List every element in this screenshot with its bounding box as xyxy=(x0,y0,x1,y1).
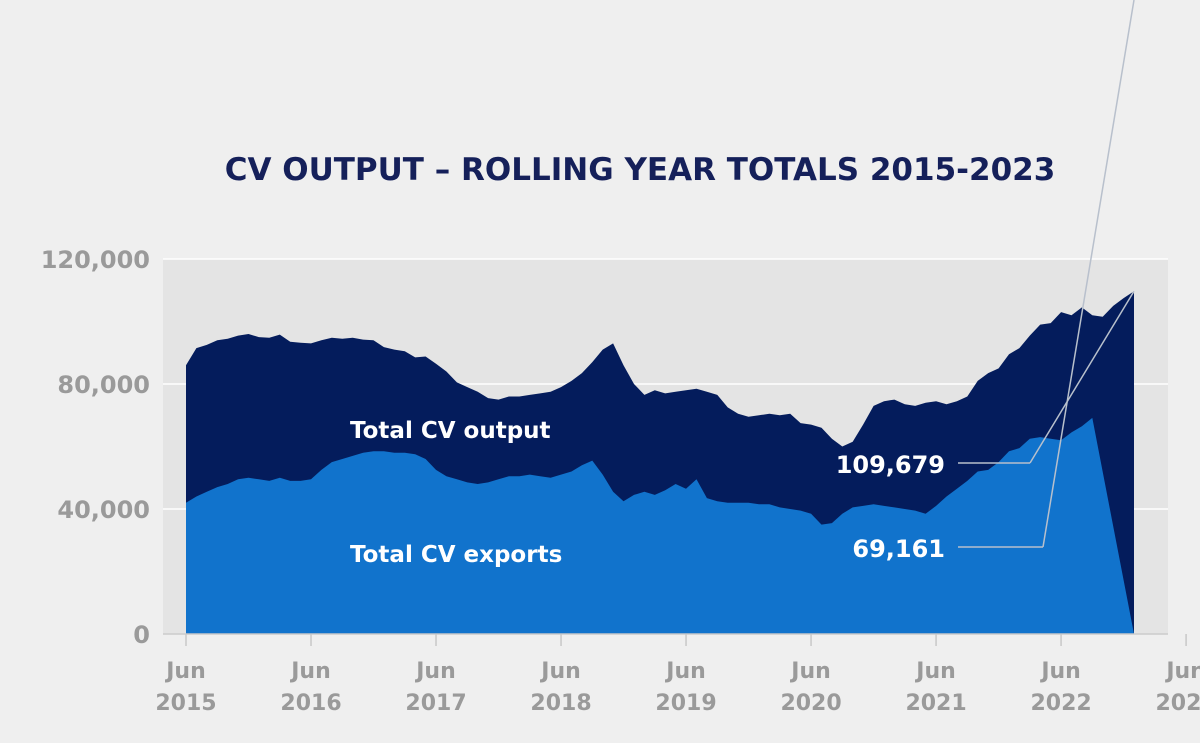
area-total-cv-exports xyxy=(186,417,1134,634)
annotation-output-value: 109,679 xyxy=(836,451,945,479)
x-tick-year-4: 2019 xyxy=(655,691,716,716)
x-tick-month-0: Jun xyxy=(164,659,206,684)
series-label-output: Total CV output xyxy=(350,418,551,444)
y-tick-label-0: 0 xyxy=(133,621,150,649)
y-tick-label-2: 80,000 xyxy=(57,371,150,399)
x-tick-year-7: 2022 xyxy=(1030,691,1091,716)
x-tick-month-1: Jun xyxy=(289,659,331,684)
series-labels: Total CV output Total CV exports xyxy=(350,418,562,568)
x-tick-month-6: Jun xyxy=(914,659,956,684)
x-tick-year-5: 2020 xyxy=(780,691,841,716)
chart-title: CV OUTPUT – ROLLING YEAR TOTALS 2015-202… xyxy=(225,152,1056,188)
x-tick-month-4: Jun xyxy=(664,659,706,684)
x-tick-year-1: 2016 xyxy=(280,691,341,716)
y-axis: 0 40,000 80,000 120,000 xyxy=(41,246,150,649)
x-tick-month-7: Jun xyxy=(1039,659,1081,684)
x-tick-month-5: Jun xyxy=(789,659,831,684)
y-tick-label-1: 40,000 xyxy=(57,496,150,524)
x-tick-month-8: Jun xyxy=(1164,659,1200,684)
x-tick-month-2: Jun xyxy=(414,659,456,684)
annotation-leader-exports-diag xyxy=(1042,0,1135,548)
x-tick-year-2: 2017 xyxy=(405,691,466,716)
x-tick-year-0: 2015 xyxy=(155,691,216,716)
series-label-exports: Total CV exports xyxy=(350,542,562,568)
x-tick-month-3: Jun xyxy=(539,659,581,684)
annotations: 109,679 69,161 xyxy=(836,0,1135,563)
x-tick-year-6: 2021 xyxy=(905,691,966,716)
x-axis: Jun 2015 Jun 2016 Jun 2017 Jun 2018 Jun 2019 Jun 20… xyxy=(155,633,1200,716)
annotation-leader-output-diag xyxy=(1029,290,1135,464)
x-tick-year-3: 2018 xyxy=(530,691,591,716)
annotation-exports-value: 69,161 xyxy=(852,535,945,563)
x-tick-year-8: 2023 xyxy=(1155,691,1200,716)
y-tick-label-3: 120,000 xyxy=(41,246,150,274)
series-areas xyxy=(186,291,1134,634)
